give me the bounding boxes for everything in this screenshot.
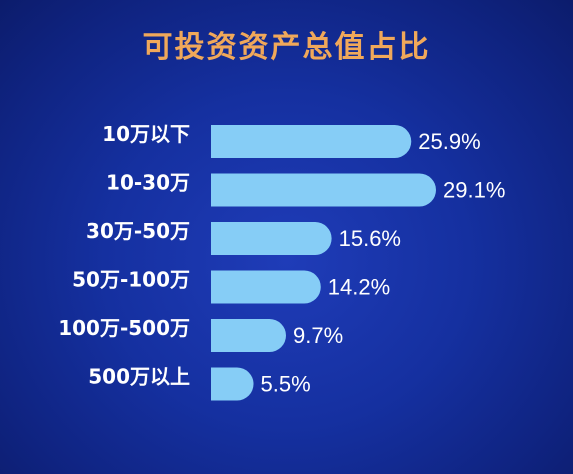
category-label: 500万以上 <box>88 365 190 389</box>
category-label: 10-30万 <box>106 171 190 195</box>
bar <box>211 222 332 255</box>
chart-title: 可投资资产总值占比 <box>142 30 431 65</box>
bar <box>211 125 412 158</box>
value-label: 9.7% <box>293 323 343 348</box>
bar <box>211 270 321 304</box>
bar <box>211 173 437 207</box>
value-label: 14.2% <box>328 275 390 300</box>
value-label: 5.5% <box>261 372 311 397</box>
category-label: 10万以下 <box>102 122 190 146</box>
category-label: 30万-50万 <box>86 219 190 243</box>
bars-group: 10万以下 25.9% 10-30万 29.1% 30万-50万 15.6% 50万-100… <box>58 122 505 401</box>
value-label: 29.1% <box>443 178 505 203</box>
value-label: 15.6% <box>339 226 401 251</box>
value-label: 25.9% <box>418 129 480 154</box>
bar <box>211 319 286 352</box>
category-label: 50万-100万 <box>72 268 190 292</box>
bar <box>211 367 254 401</box>
category-label: 100万-500万 <box>58 316 190 340</box>
